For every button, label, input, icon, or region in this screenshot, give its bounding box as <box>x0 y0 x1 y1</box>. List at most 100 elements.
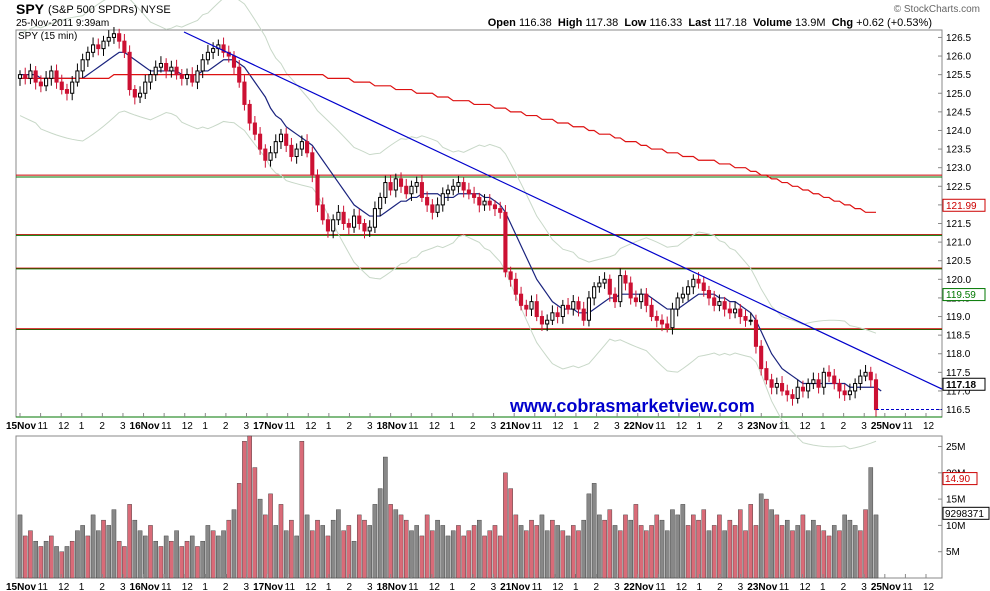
candle-body <box>284 133 289 146</box>
volume-bar <box>315 519 320 579</box>
candle <box>325 213 331 238</box>
candle-body <box>492 204 498 210</box>
candle <box>143 74 148 99</box>
upper-band <box>19 0 877 334</box>
candle-body <box>247 103 252 124</box>
candle-body <box>85 51 90 61</box>
time-tick-label: 11 <box>779 582 790 591</box>
candle-body <box>106 36 111 42</box>
brand: © StockCharts.com <box>893 4 980 15</box>
candle <box>372 201 377 233</box>
volume-bar <box>503 472 508 579</box>
volume-bar <box>362 519 367 579</box>
candle <box>346 218 351 235</box>
volume-bar <box>758 493 764 579</box>
volume-bar <box>200 540 205 579</box>
volume-bar <box>80 525 85 579</box>
candle <box>96 38 101 56</box>
time-tick-label: 12 <box>58 421 70 432</box>
time-tick-label: 3 <box>861 582 867 591</box>
time-axis-bottom: 15Nov 11 12 1 2 3 16Nov 11 12 1 2 3 17Nov 11 12 1 2 3 18No… <box>6 574 935 591</box>
volume-bar <box>294 535 299 579</box>
volume-bar <box>430 530 435 579</box>
time-tick-label: 2 <box>717 582 723 591</box>
time-tick-label: 11 <box>285 421 296 432</box>
chg-label: Chg <box>831 17 854 29</box>
candle <box>127 45 132 96</box>
symbol: SPY <box>16 1 45 17</box>
low-label: Low <box>624 17 647 29</box>
price-tick-label: 125.0 <box>946 89 971 100</box>
price-tick-label: 123.5 <box>946 145 971 156</box>
candle <box>769 373 774 395</box>
candle <box>633 290 638 307</box>
candle <box>111 27 117 44</box>
volume-bar <box>576 530 581 579</box>
candle <box>586 291 591 327</box>
volume-bar <box>414 525 419 579</box>
candle <box>722 296 727 317</box>
price-tick-label: 117.5 <box>946 368 971 379</box>
volume-bar <box>847 519 853 579</box>
candle <box>550 305 555 326</box>
candle <box>85 46 90 67</box>
open-value: 116.38 <box>518 17 552 29</box>
volume-bar <box>873 514 879 579</box>
volume-bar <box>623 514 628 579</box>
candle-body <box>184 74 190 79</box>
volume-bar <box>701 509 707 579</box>
volume-bar <box>268 493 273 579</box>
candle <box>675 292 680 317</box>
time-tick-label: 17Nov <box>253 582 283 591</box>
candle-body <box>117 33 122 42</box>
candle-body <box>712 297 717 306</box>
candle-body <box>633 297 638 303</box>
candle <box>790 389 795 406</box>
candle <box>487 194 492 211</box>
lower-band <box>19 110 877 450</box>
candle-body <box>122 40 127 53</box>
candle-body <box>482 200 487 206</box>
candle <box>169 60 174 78</box>
candle <box>153 60 158 82</box>
candle-body <box>164 62 169 72</box>
volume-tick-label: 25M <box>946 442 965 453</box>
candle-body <box>409 185 414 195</box>
candle <box>383 175 388 204</box>
price-tick-label: 125.5 <box>946 70 971 81</box>
volume-bar <box>221 530 226 579</box>
candle <box>800 380 805 398</box>
candle <box>378 192 383 217</box>
volume-bar <box>252 467 258 579</box>
candle <box>200 54 205 79</box>
volume-bar <box>706 530 712 579</box>
volume-bar <box>278 504 284 579</box>
candle-body <box>435 204 440 213</box>
volume-bar <box>790 530 795 579</box>
candle-body <box>508 271 513 280</box>
volume-bar <box>691 514 696 579</box>
candle <box>179 68 184 86</box>
candle <box>148 69 153 90</box>
candle-body <box>17 74 23 79</box>
volume-bar <box>565 535 571 579</box>
low-value: 116.33 <box>649 17 683 29</box>
time-tick-label: 3 <box>491 421 497 432</box>
candle <box>106 30 111 47</box>
candle <box>336 204 341 226</box>
candle-body <box>858 375 863 385</box>
volume-bar <box>372 504 378 579</box>
candle-body <box>806 383 811 392</box>
candle <box>513 272 518 301</box>
volume-bar <box>409 530 414 579</box>
candle-body <box>727 308 732 314</box>
volume-bar <box>351 540 357 579</box>
candle-body <box>722 301 727 310</box>
volume-bar <box>664 530 670 579</box>
volume-bar <box>461 535 466 579</box>
candle-body <box>612 293 618 303</box>
candle-body <box>127 51 132 91</box>
price-axis: 116.5117.0117.5118.0118.5119.0119.5120.0… <box>942 33 986 416</box>
volume-bar <box>805 530 811 579</box>
time-tick-label: 1 <box>79 421 85 432</box>
